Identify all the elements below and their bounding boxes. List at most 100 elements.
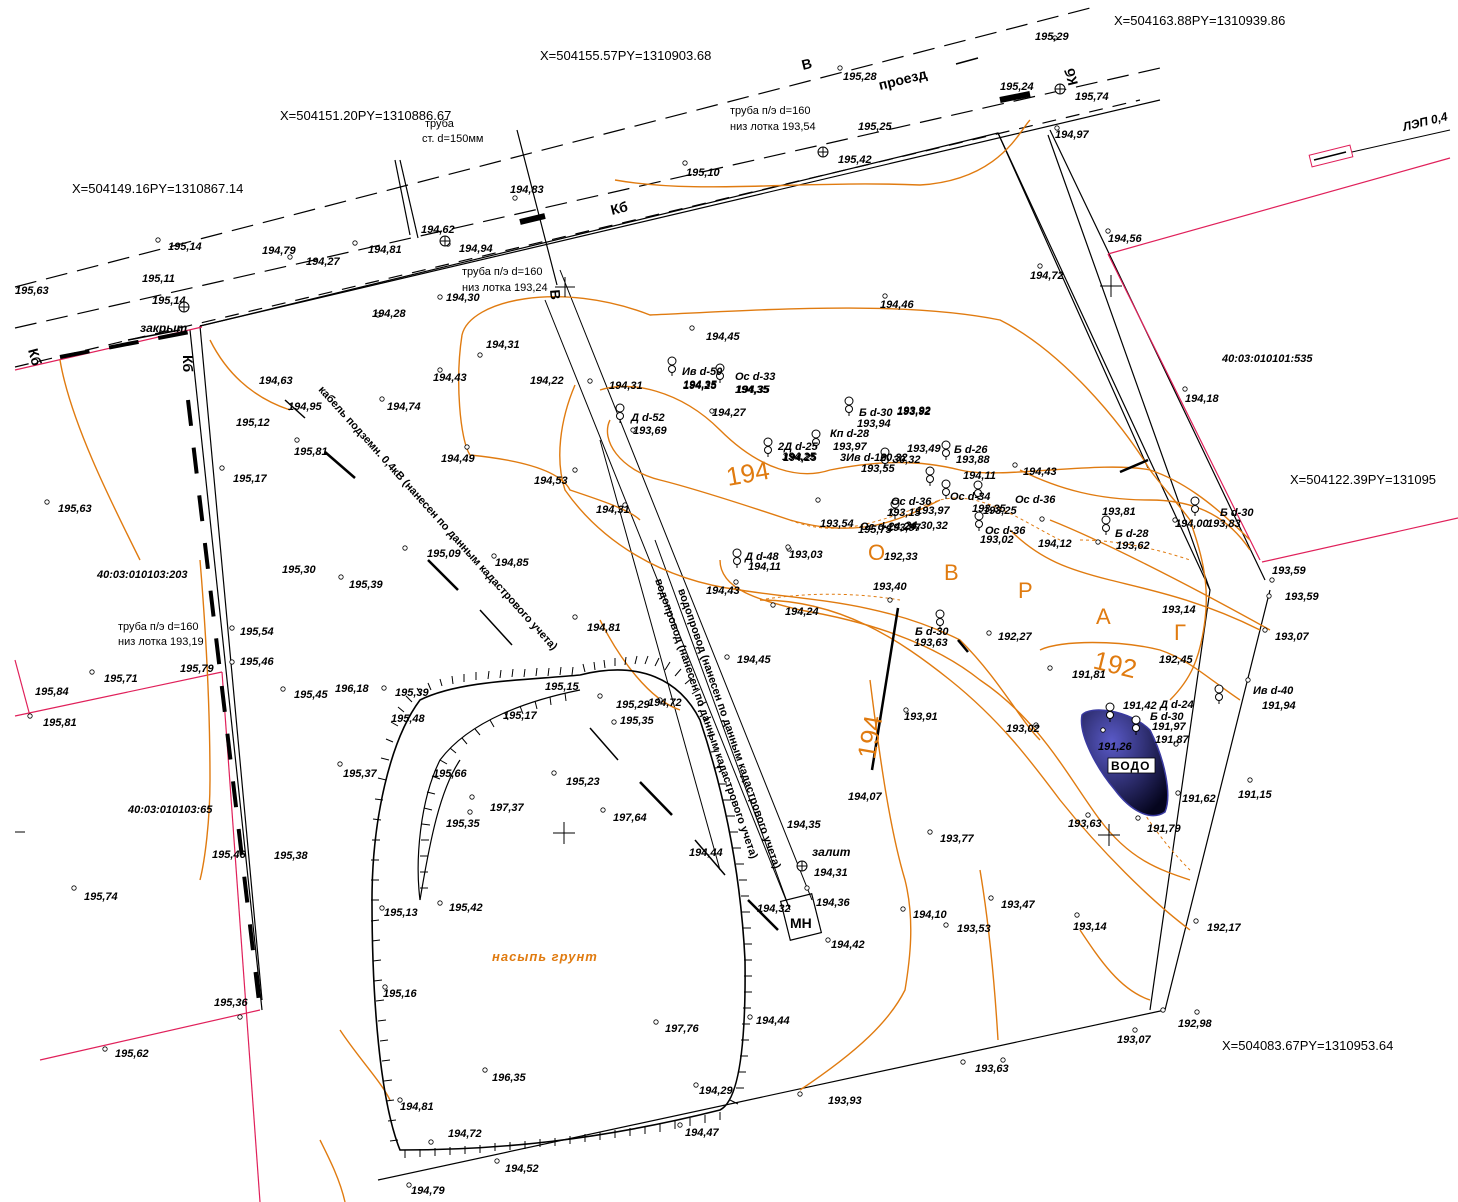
elevation-label: 194,74 — [387, 401, 421, 413]
elevation-label: 192,17 — [1207, 922, 1242, 934]
elevation-label: 193,63 — [914, 637, 948, 649]
tree-icon — [1105, 702, 1115, 722]
tree-icon — [763, 437, 773, 457]
pipe-note: труба п/э d=160 — [118, 621, 198, 633]
ravine-label: О В Р А Г — [868, 540, 1186, 645]
elevation-label: 193,07 — [1275, 631, 1310, 643]
tree-icon — [1214, 684, 1224, 704]
survey-point-marker — [677, 1122, 683, 1128]
survey-point-marker — [1247, 777, 1253, 783]
tree-value-label: 30,32 — [893, 454, 921, 466]
elevation-label: 195,16 — [383, 988, 418, 1000]
survey-point-marker — [597, 693, 603, 699]
kb-code: Кб — [609, 198, 630, 218]
survey-point-marker — [903, 707, 909, 713]
elevation-label: 195,29 — [1035, 31, 1070, 43]
elevation-label: 194,35 — [736, 384, 771, 396]
elevation-label: 194,43 — [706, 585, 740, 597]
pipe-note: низ лотка 193,19 — [118, 636, 204, 648]
elevation-label: 194,79 — [262, 245, 297, 257]
survey-point-marker — [155, 237, 161, 243]
grid-crosses — [15, 275, 1122, 846]
tree-icon — [925, 466, 935, 486]
tree-icon — [1190, 496, 1200, 516]
tree-label: Ос d-34 — [950, 491, 990, 503]
elevation-label: 194,24 — [785, 606, 819, 618]
elevation-label: 194,45 — [737, 654, 772, 666]
elevation-label: 194,83 — [510, 184, 544, 196]
elevation-label: 193,69 — [633, 425, 668, 437]
elevation-label: 195,11 — [142, 273, 175, 285]
survey-point-marker — [406, 1182, 412, 1188]
elevation-label: 191,79 — [1147, 823, 1182, 835]
tree-label: Ос d-24,24 — [860, 521, 916, 533]
tree-value-label: 193,92 — [897, 405, 931, 417]
survey-point-marker — [611, 719, 617, 725]
kb-code: Кб — [25, 347, 45, 368]
survey-point-marker — [494, 1158, 500, 1164]
survey-point-marker — [294, 437, 300, 443]
survey-point-marker — [1039, 516, 1045, 522]
survey-point-marker — [986, 630, 992, 636]
survey-point-marker — [1193, 918, 1199, 924]
tree-label: 3Ив d-16 — [840, 452, 887, 464]
red-boundaries — [14, 157, 1458, 1202]
water-label: ВОДО — [1111, 759, 1150, 773]
tree-label: Ос d-36 — [985, 525, 1026, 537]
elevation-label: 195,75 — [858, 524, 893, 536]
elevation-label: 194,18 — [1185, 393, 1220, 405]
filled-note: залит — [812, 845, 851, 859]
tree-label: Ос d-33 — [735, 371, 775, 383]
survey-point-marker — [682, 160, 688, 166]
elevation-label: 191,62 — [1182, 793, 1216, 805]
survey-point-marker — [1052, 35, 1058, 41]
survey-point-marker — [482, 1067, 488, 1073]
survey-point-marker — [512, 195, 518, 201]
survey-point-marker — [1132, 1027, 1138, 1033]
elevation-label: 195,15 — [545, 681, 580, 693]
survey-point-marker — [1262, 627, 1268, 633]
elevation-label: 194,72 — [1030, 270, 1064, 282]
survey-point-marker — [229, 659, 235, 665]
survey-point-marker — [89, 669, 95, 675]
elevation-label: 195,14 — [168, 241, 202, 253]
survey-point-marker — [572, 614, 578, 620]
coord-label: X=504149.16PY=1310867.14 — [72, 181, 243, 196]
elevation-label: 194,28 — [372, 308, 407, 320]
well-icon — [178, 301, 190, 313]
elevation-label: 194,31 — [486, 339, 520, 351]
elevation-label: 194,22 — [530, 375, 564, 387]
elevation-label: 194,30 — [446, 292, 481, 304]
elevation-label: 194,35 — [683, 379, 718, 391]
elevation-label: 194,44 — [689, 847, 723, 859]
tree-icon — [615, 403, 625, 423]
survey-point-marker — [1269, 577, 1275, 583]
tree-label: Д d-52 — [630, 412, 665, 424]
power-line-label: ЛЭП 0,4 — [1400, 109, 1449, 134]
elevation-label: 195,14 — [152, 295, 186, 307]
elevation-label: 193,97 — [887, 522, 922, 534]
elevation-label: 196,18 — [335, 683, 370, 695]
elevation-label: 193,14 — [1073, 921, 1107, 933]
elevation-label: 193,63 — [975, 1063, 1009, 1075]
elevation-label: 193,49 — [907, 443, 942, 455]
elevation-label: 194,25 — [783, 452, 818, 464]
elevation-label: 194,63 — [259, 375, 293, 387]
tree-label: Ив d-50 — [682, 366, 723, 378]
coord-label: X=504083.67PY=1310953.64 — [1222, 1038, 1393, 1053]
survey-point-marker — [1172, 517, 1178, 523]
elevation-label: 194,97 — [1055, 129, 1090, 141]
pipe-note: труба п/э d=160 — [730, 105, 810, 117]
tree-icon — [973, 480, 983, 500]
survey-point-marker — [375, 312, 381, 318]
survey-point-marker — [337, 761, 343, 767]
elevation-label: 195,84 — [35, 686, 69, 698]
elevation-label: 195,13 — [384, 907, 418, 919]
pipe-note: труба п/э d=160 — [462, 266, 542, 278]
kb-code: Кб — [180, 355, 196, 373]
elevation-label: 194,85 — [495, 557, 530, 569]
elevation-label: 194,53 — [534, 475, 568, 487]
elevation-label: 194,72 — [648, 697, 682, 709]
tree-icon — [715, 363, 725, 383]
